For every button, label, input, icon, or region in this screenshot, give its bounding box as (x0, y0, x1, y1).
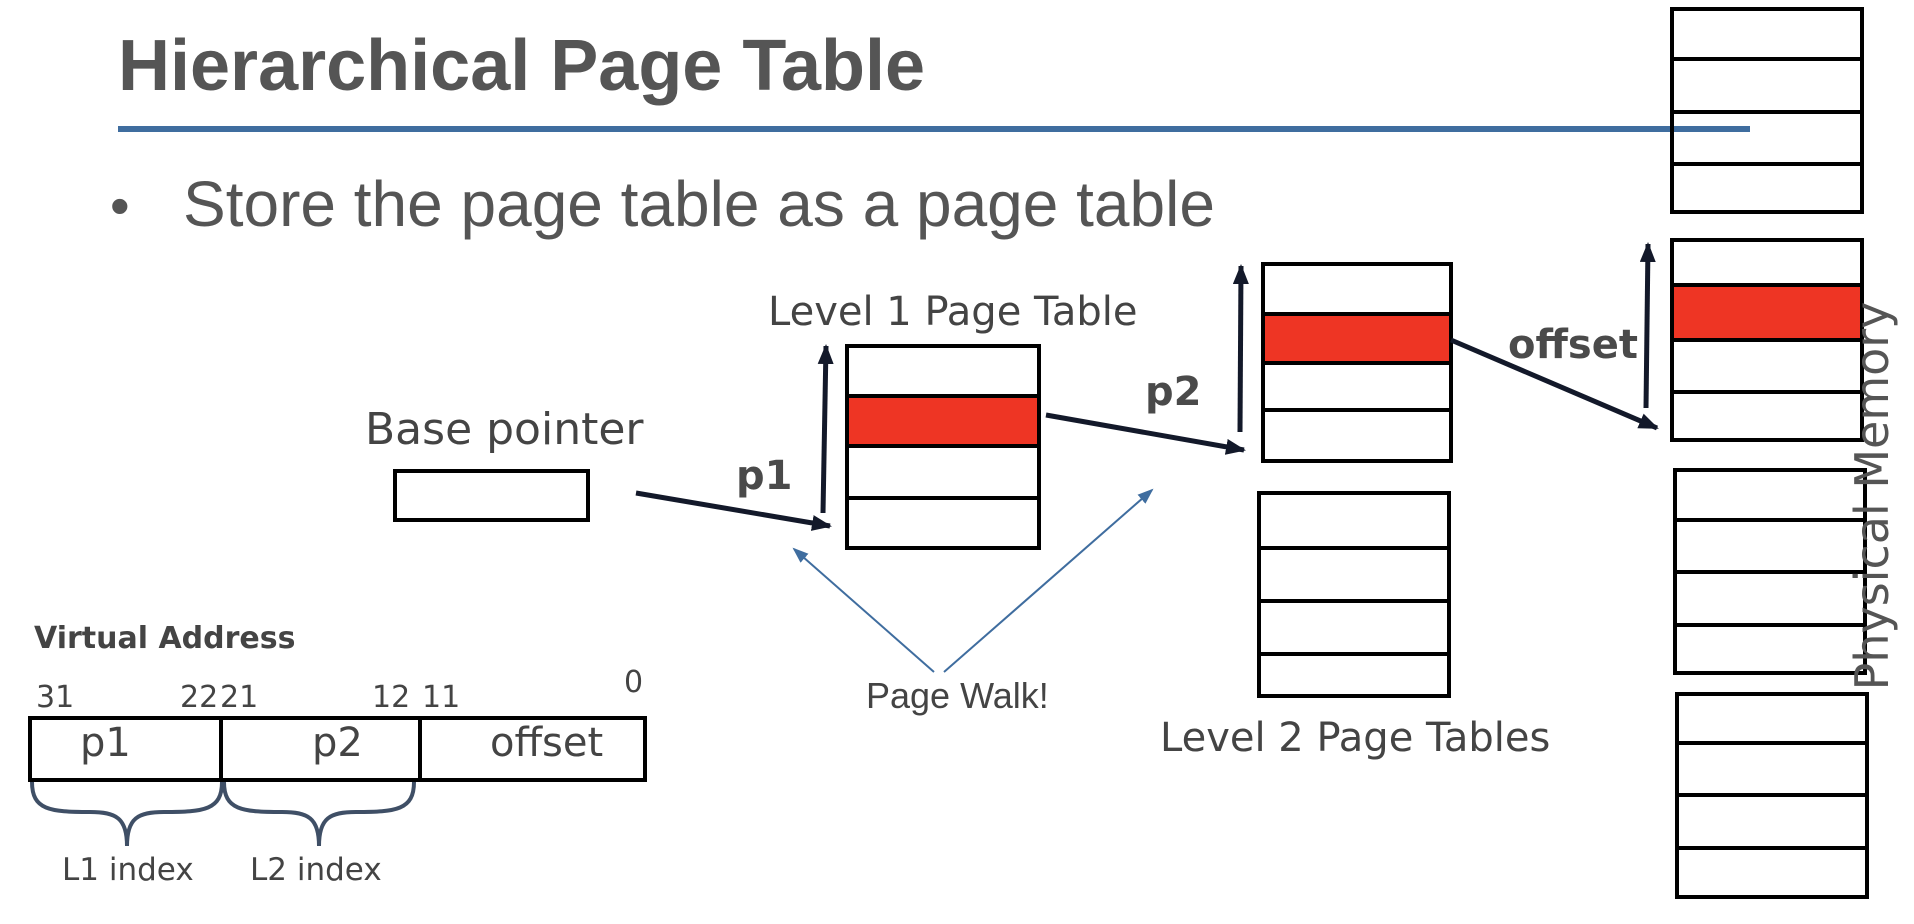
p1-index-arrow (817, 344, 834, 514)
page-walk-arrow-right (943, 488, 1154, 673)
l1-index-label: L1 index (62, 852, 194, 888)
base-pointer-box (393, 469, 590, 522)
level2-page-tables-label: Level 2 Page Tables (1160, 715, 1551, 761)
virtual-address-heading: Virtual Address (34, 621, 296, 656)
title-underline (118, 126, 1750, 132)
base-pointer-label: Base pointer (365, 404, 644, 455)
bit-label: 31 (36, 680, 75, 715)
bullet-marker: • (110, 174, 130, 237)
bit-label: 22 (180, 680, 219, 715)
field-p1: p1 (80, 720, 131, 766)
field-offset: offset (490, 720, 604, 766)
physical-memory-frame-1 (1670, 7, 1864, 214)
level2-page-table-upper (1261, 262, 1453, 463)
l2-index-label: L2 index (250, 852, 382, 888)
bit-label: 21 (220, 680, 259, 715)
l1-index-brace (30, 781, 224, 847)
bit-label: 0 (624, 665, 644, 700)
virtual-address-fields (28, 716, 647, 782)
bit-label: 11 (422, 680, 461, 715)
level2-page-table-lower (1257, 491, 1451, 698)
physical-memory-frame-4 (1675, 692, 1869, 899)
physical-memory-frame-3 (1673, 468, 1867, 675)
slide-title: Hierarchical Page Table (118, 26, 926, 106)
level1-page-table (845, 344, 1041, 550)
offset-arrow-label: offset (1508, 322, 1638, 368)
l2-to-memory-arrow (1450, 337, 1659, 431)
page-walk-arrow-left (792, 547, 935, 673)
level1-page-table-label: Level 1 Page Table (768, 289, 1138, 335)
physical-memory-frame-2 (1670, 238, 1864, 442)
base-to-l1-arrow (635, 490, 832, 531)
field-p2: p2 (312, 720, 363, 766)
offset-index-arrow (1639, 242, 1656, 409)
bullet-item: Store the page table as a page table (183, 168, 1215, 240)
physical-memory-label: Physical Memory (1845, 301, 1899, 691)
p1-arrow-label: p1 (736, 453, 793, 499)
p2-index-arrow (1232, 264, 1249, 433)
bit-label: 12 (372, 680, 411, 715)
page-walk-label: Page Walk! (866, 675, 1049, 716)
l1-to-l2-arrow (1045, 412, 1246, 455)
p2-arrow-label: p2 (1145, 369, 1202, 415)
l2-index-brace (222, 781, 416, 847)
